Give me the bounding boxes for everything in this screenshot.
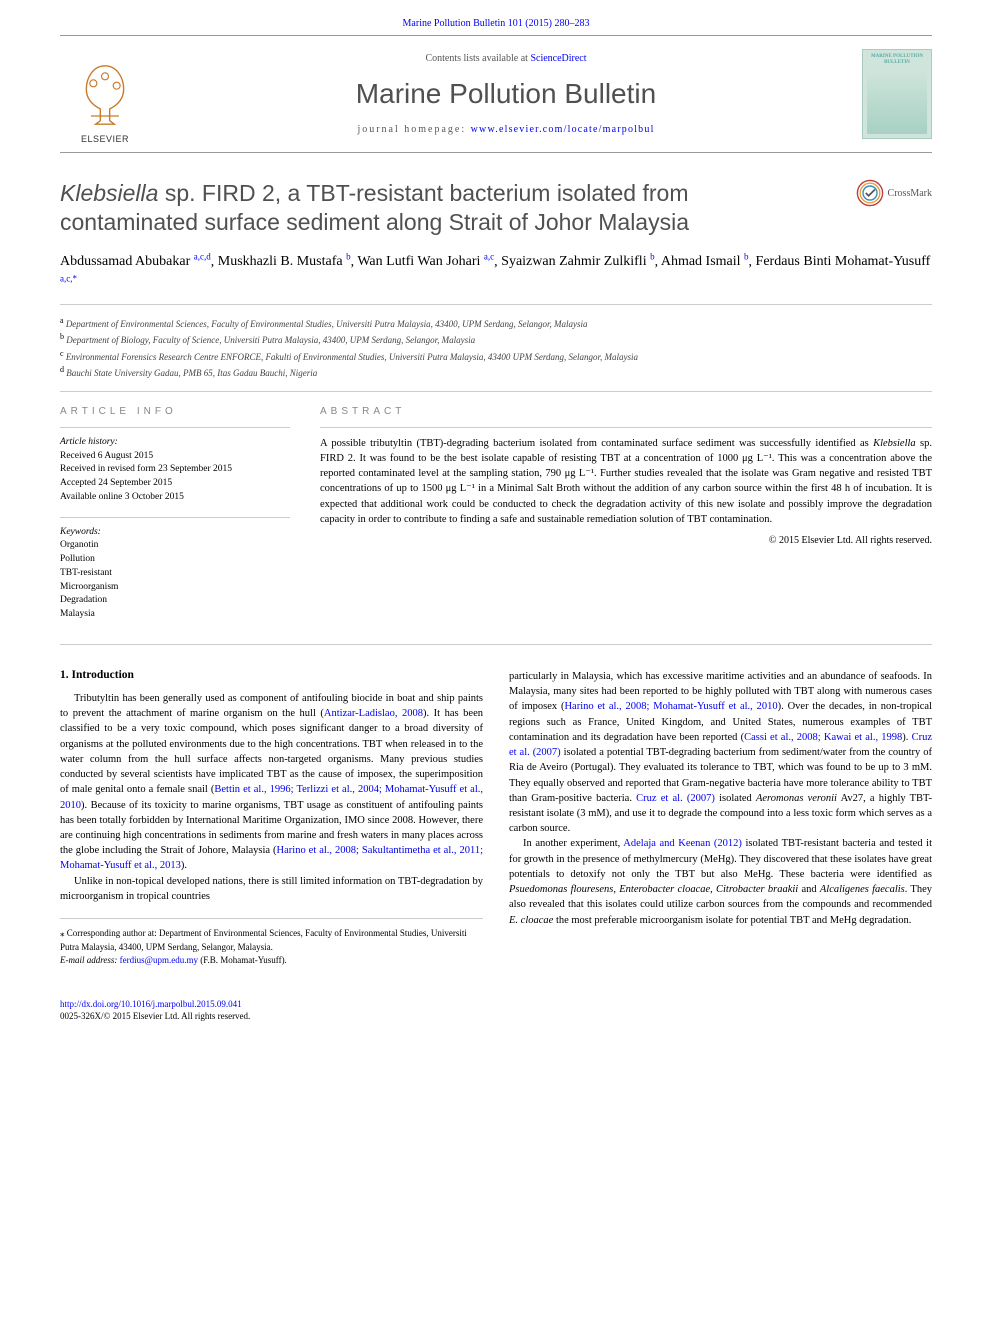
- body-paragraph: particularly in Malaysia, which has exce…: [509, 669, 932, 836]
- elsevier-tree-icon: [70, 60, 140, 130]
- cover-thumbnail: MARINE POLLUTION BULLETIN: [862, 49, 932, 139]
- author-aff[interactable]: a,c: [484, 252, 494, 262]
- affiliation: c Environmental Forensics Research Centr…: [60, 348, 932, 365]
- citation-link[interactable]: Cruz et al. (2007): [636, 793, 715, 804]
- contents-line: Contents lists available at ScienceDirec…: [150, 53, 862, 64]
- homepage-label: journal homepage:: [357, 124, 470, 135]
- corresponding-footnote: ⁎ Corresponding author at: Department of…: [60, 918, 483, 968]
- email-label: E-mail address:: [60, 955, 120, 965]
- keyword: Pollution: [60, 553, 290, 567]
- article-header: Klebsiella sp. FIRD 2, a TBT-resistant b…: [0, 159, 992, 381]
- email-tail: (F.B. Mohamat-Yusuff).: [198, 955, 287, 965]
- abstract-heading: abstract: [320, 406, 932, 417]
- affiliation: d Bauchi State University Gadau, PMB 65,…: [60, 364, 932, 381]
- journal-title: Marine Pollution Bulletin: [150, 78, 862, 110]
- corr-author-text: ⁎ Corresponding author at: Department of…: [60, 927, 483, 954]
- body-column-right: particularly in Malaysia, which has exce…: [509, 669, 932, 968]
- cover-thumb-text: MARINE POLLUTION BULLETIN: [867, 54, 927, 66]
- article-history: Article history: Received 6 August 2015 …: [60, 436, 290, 505]
- article-info-column: article info Article history: Received 6…: [60, 406, 290, 634]
- author: Abdussamad Abubakar a,c,d: [60, 254, 211, 269]
- page-footer: http://dx.doi.org/10.1016/j.marpolbul.20…: [0, 968, 992, 1043]
- elsevier-label: ELSEVIER: [81, 134, 129, 144]
- crossmark-badge[interactable]: CrossMark: [856, 179, 932, 207]
- keyword: TBT-resistant: [60, 567, 290, 581]
- keywords-label: Keywords:: [60, 526, 290, 540]
- header-box: ELSEVIER Contents lists available at Sci…: [60, 35, 932, 153]
- article-title: Klebsiella sp. FIRD 2, a TBT-resistant b…: [60, 179, 856, 237]
- homepage-link[interactable]: www.elsevier.com/locate/marpolbul: [471, 124, 655, 135]
- author: Wan Lutfi Wan Johari a,c: [357, 254, 494, 269]
- author-list: Abdussamad Abubakar a,c,d, Muskhazli B. …: [60, 251, 932, 294]
- citation-link[interactable]: Adelaja and Keenan (2012): [623, 838, 742, 849]
- author: Ahmad Ismail b: [661, 254, 749, 269]
- doi-link[interactable]: http://dx.doi.org/10.1016/j.marpolbul.20…: [60, 999, 242, 1009]
- body-column-left: 1. Introduction Tributyltin has been gen…: [60, 669, 483, 968]
- issn-copyright: 0025-326X/© 2015 Elsevier Ltd. All right…: [60, 1010, 932, 1023]
- history-label: Article history:: [60, 436, 290, 450]
- author: Syaizwan Zahmir Zulkifli b: [501, 254, 654, 269]
- journal-reference-link[interactable]: Marine Pollution Bulletin 101 (2015) 280…: [60, 18, 932, 29]
- history-line: Received 6 August 2015: [60, 450, 290, 464]
- keyword: Organotin: [60, 539, 290, 553]
- contents-label: Contents lists available at: [425, 53, 530, 64]
- header-center: Contents lists available at ScienceDirec…: [150, 53, 862, 135]
- crossmark-label: CrossMark: [888, 188, 932, 199]
- body-paragraph: Tributyltin has been generally used as c…: [60, 691, 483, 874]
- citation-link[interactable]: Antizar-Ladislao, 2008: [324, 708, 423, 719]
- author-aff[interactable]: a,c,*: [60, 273, 77, 283]
- homepage-line: journal homepage: www.elsevier.com/locat…: [150, 124, 862, 135]
- body-columns: 1. Introduction Tributyltin has been gen…: [0, 645, 992, 968]
- author: Muskhazli B. Mustafa b: [218, 254, 351, 269]
- info-abstract-row: article info Article history: Received 6…: [0, 392, 992, 634]
- abstract-copyright: © 2015 Elsevier Ltd. All rights reserved…: [320, 535, 932, 546]
- title-italic: Klebsiella: [60, 180, 158, 206]
- body-paragraph: Unlike in non-topical developed nations,…: [60, 874, 483, 904]
- page-header: Marine Pollution Bulletin 101 (2015) 280…: [0, 0, 992, 159]
- author-aff[interactable]: b: [346, 252, 351, 262]
- abstract-text: A possible tributyltin (TBT)-degrading b…: [320, 436, 932, 527]
- citation-link[interactable]: Harino et al., 2008; Mohamat-Yusuff et a…: [564, 701, 777, 712]
- email-link[interactable]: ferdius@upm.edu.my: [120, 955, 198, 965]
- keyword: Degradation: [60, 594, 290, 608]
- citation-link[interactable]: Cassi et al., 2008; Kawai et al., 1998: [744, 732, 902, 743]
- affiliation: b Department of Biology, Faculty of Scie…: [60, 331, 932, 348]
- affiliation-list: a Department of Environmental Sciences, …: [60, 304, 932, 381]
- keyword: Microorganism: [60, 581, 290, 595]
- keyword: Malaysia: [60, 608, 290, 622]
- affiliation: a Department of Environmental Sciences, …: [60, 315, 932, 332]
- article-info-heading: article info: [60, 406, 290, 417]
- author-aff[interactable]: b: [744, 252, 749, 262]
- keywords-block: Keywords: Organotin Pollution TBT-resist…: [60, 526, 290, 622]
- history-line: Accepted 24 September 2015: [60, 477, 290, 491]
- abstract-column: abstract A possible tributyltin (TBT)-de…: [320, 406, 932, 634]
- history-line: Available online 3 October 2015: [60, 491, 290, 505]
- elsevier-logo: ELSEVIER: [60, 44, 150, 144]
- sciencedirect-link[interactable]: ScienceDirect: [530, 53, 586, 64]
- history-line: Received in revised form 23 September 20…: [60, 463, 290, 477]
- section-heading: 1. Introduction: [60, 669, 483, 681]
- author-aff[interactable]: b: [650, 252, 655, 262]
- author-aff[interactable]: a,c,d: [194, 252, 211, 262]
- body-paragraph: In another experiment, Adelaja and Keena…: [509, 836, 932, 927]
- crossmark-icon: [856, 179, 884, 207]
